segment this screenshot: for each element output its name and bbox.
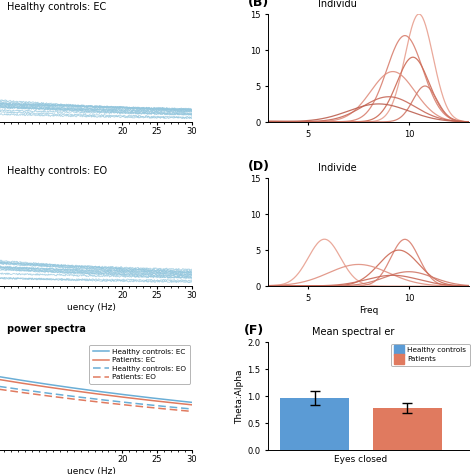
Bar — [280, 398, 349, 450]
Text: (D): (D) — [248, 160, 270, 173]
Legend: Healthy controls: EC, Patients: EC, Healthy controls: EO, Patients: EO: Healthy controls: EC, Patients: EC, Heal… — [90, 345, 190, 384]
Bar — [373, 408, 442, 450]
Y-axis label: Theta:Alpha: Theta:Alpha — [236, 369, 245, 424]
X-axis label: uency (Hz): uency (Hz) — [67, 303, 116, 312]
Legend: Healthy controls, Patients: Healthy controls, Patients — [391, 344, 470, 366]
Text: Healthy controls: EO: Healthy controls: EO — [7, 166, 107, 176]
X-axis label: uency (Hz): uency (Hz) — [67, 467, 116, 474]
Text: Healthy controls: EC: Healthy controls: EC — [7, 2, 106, 12]
Text: Mean spectral er: Mean spectral er — [312, 327, 395, 337]
Text: Individe: Individe — [319, 163, 357, 173]
Text: (F): (F) — [244, 324, 264, 337]
X-axis label: Freq: Freq — [359, 306, 378, 315]
Text: power spectra: power spectra — [7, 324, 85, 334]
Text: Individu: Individu — [319, 0, 357, 9]
Text: (B): (B) — [248, 0, 269, 9]
